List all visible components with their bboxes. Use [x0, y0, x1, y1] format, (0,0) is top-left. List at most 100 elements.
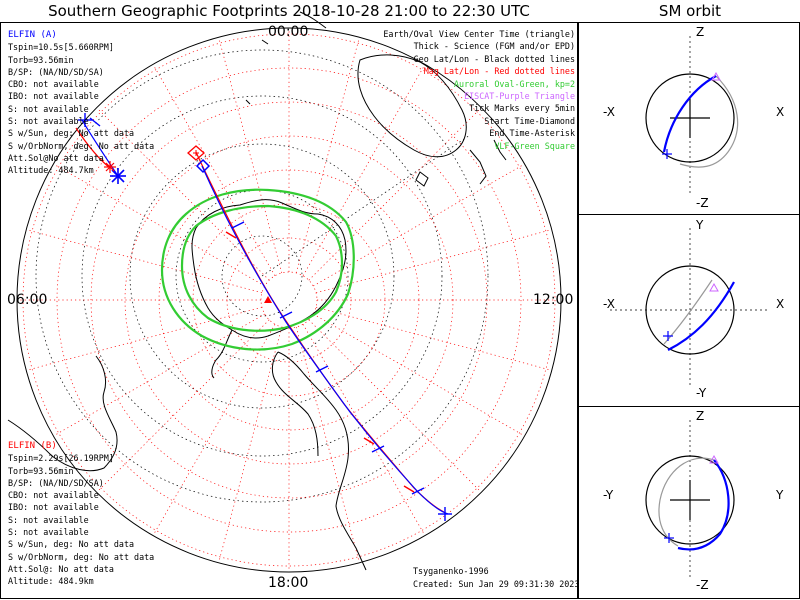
mag-meridian [315, 229, 550, 294]
mag-meridian [54, 313, 265, 436]
elfin-b-info-line: Altitude: 484.9km [8, 576, 94, 587]
polar-map [7, 11, 562, 573]
model-credit: Tsyganenko-1996 [413, 566, 489, 576]
elfin-a-end-asterisk [110, 168, 126, 184]
elfin-b-end-asterisk [104, 161, 116, 173]
mag-lat-circle [22, 33, 556, 567]
mag-meridian [97, 319, 270, 492]
orbit-blue-arc [677, 459, 730, 551]
mag-meridian [218, 326, 283, 561]
elfin-a-info-line: CBO: not available [8, 79, 99, 90]
elfin-a-end-asterisk-2 [438, 507, 452, 521]
orbit-gray-arc [679, 75, 739, 168]
elfin-b-info-line: S w/Sun, deg: No att data [8, 539, 135, 550]
orbit-asterisk [663, 331, 673, 341]
mag-meridian [295, 326, 360, 561]
elfin-b-info-line: Att.Sol@: No att data [8, 563, 114, 574]
peninsula-outline [211, 329, 233, 379]
elfin-a-info-line: S: not available [8, 103, 89, 114]
auroral-ovals [160, 188, 355, 351]
sm3-left-label: -Y [603, 488, 614, 502]
orbit-gray-arc [658, 457, 715, 547]
elfin-b-name: ELFIN (B) [8, 441, 57, 451]
geo-lat-circle [35, 49, 489, 503]
orbit-triangle [709, 282, 719, 292]
legend-entry: End Time-Asterisk [489, 128, 575, 139]
created-credit: Created: Sun Jan 29 09:31:30 2023 [413, 579, 580, 589]
elfin-b-info-line: S w/OrbNorm, deg: No att data [8, 551, 155, 562]
sm1-right-label: X [776, 105, 785, 119]
legend: Earth/Oval View Center Time (triangle) Th… [383, 28, 575, 152]
time-label-left: 06:00 [7, 292, 48, 308]
sm-panel-xy [610, 228, 770, 388]
sm2-right-label: X [776, 297, 785, 311]
mag-meridian [28, 229, 263, 294]
mag-meridian [295, 39, 360, 274]
mag-lat-circle [124, 135, 454, 465]
elfin-b-info-line: IBO: not available [8, 502, 99, 513]
mag-meridian [28, 306, 263, 371]
continents [7, 11, 507, 571]
sm1-bottom-label: -Z [696, 196, 709, 210]
tick-mark [411, 487, 425, 495]
map-frame [0, 22, 578, 599]
elfin-a-info: ELFIN (A) Tspin=10.5s[5.660RPM] Torb=93.5… [8, 29, 154, 177]
orbit-gray-arc [663, 279, 713, 345]
mag-meridian [54, 164, 265, 287]
elfin-b-info-line: S: not available [8, 514, 89, 525]
australia-outline [357, 54, 467, 158]
sm2-left-label: -X [603, 297, 615, 311]
mag-lat-circle [56, 67, 522, 533]
mag-meridian [218, 39, 283, 274]
orbit-triangle [709, 454, 719, 464]
tick-mark [363, 437, 375, 445]
sm-panel-yz-frame [578, 406, 800, 599]
elfin-a-info-line: S w/OrbNorm, deg: No att data [8, 140, 155, 151]
sm-panel-xz [645, 36, 739, 196]
mag-meridian [308, 108, 481, 281]
auroral-oval-outer [160, 188, 355, 351]
orbit-blue-arc [662, 75, 717, 153]
mag-meridian [153, 65, 276, 276]
elfin-b-info: ELFIN (B) Tspin=2.29s[26.19RPM] Torb=93.5… [8, 440, 154, 588]
legend-entry: Mag Lat/Lon - Red dotted lines [423, 66, 575, 77]
elfin-b-start-diamond [187, 145, 205, 161]
antarctica-outline [191, 199, 347, 339]
geo-lat-circle [175, 189, 349, 363]
mag-meridian [313, 164, 524, 287]
elfin-a-start-diamond [195, 158, 211, 174]
mag-meridian [302, 65, 425, 276]
elfin-b-lines: Tspin=2.29s[26.19RPM] Torb=93.56min B/SP: … [8, 452, 154, 587]
mag-grid [19, 30, 559, 570]
mag-meridian [302, 324, 425, 535]
sm-orbit-title: SM orbit [658, 2, 722, 20]
tick-mark [403, 485, 415, 493]
auroral-oval-inner [180, 204, 344, 332]
tick-mark [279, 311, 293, 319]
elfin-b-track-upper [75, 127, 111, 169]
legend-entry: Thick - Science (FGM and/or EPD) [413, 41, 575, 52]
legend-entry: Earth/Oval View Center Time (triangle) [383, 29, 575, 39]
elfin-a-lines: Tspin=10.5s[5.660RPM] Torb=93.56min B/SP: … [8, 41, 154, 176]
sm3-right-label: Y [776, 488, 784, 502]
mag-lat-circle [90, 101, 488, 499]
elfin-a-info-line: S: not available [8, 116, 89, 127]
tasmania-outline [415, 171, 429, 187]
time-label-top: 00:00 [268, 24, 309, 40]
elfin-b-info-line: Torb=93.56min [8, 465, 74, 476]
elfin-a-track [201, 165, 449, 515]
elfin-a-ticks [89, 117, 425, 495]
geo-meridian [261, 134, 471, 277]
orbit-asterisk [664, 533, 674, 543]
south-america-outline [271, 351, 367, 571]
elfin-a-info-line: B/SP: (NA/ND/SD/SA) [8, 66, 104, 77]
sm3-top-label: Z [696, 409, 705, 423]
sm3-bottom-label: -Z [696, 578, 709, 592]
elfin-a-info-line: Att.Sol@No att data [8, 152, 104, 163]
mag-meridian [315, 306, 550, 371]
legend-entry: Start Time-Diamond [484, 115, 575, 126]
elfin-b-info-line: Tspin=2.29s[26.19RPM] [8, 453, 114, 464]
geo-lat-circle [129, 143, 395, 409]
geo-lat-circle [221, 235, 303, 317]
